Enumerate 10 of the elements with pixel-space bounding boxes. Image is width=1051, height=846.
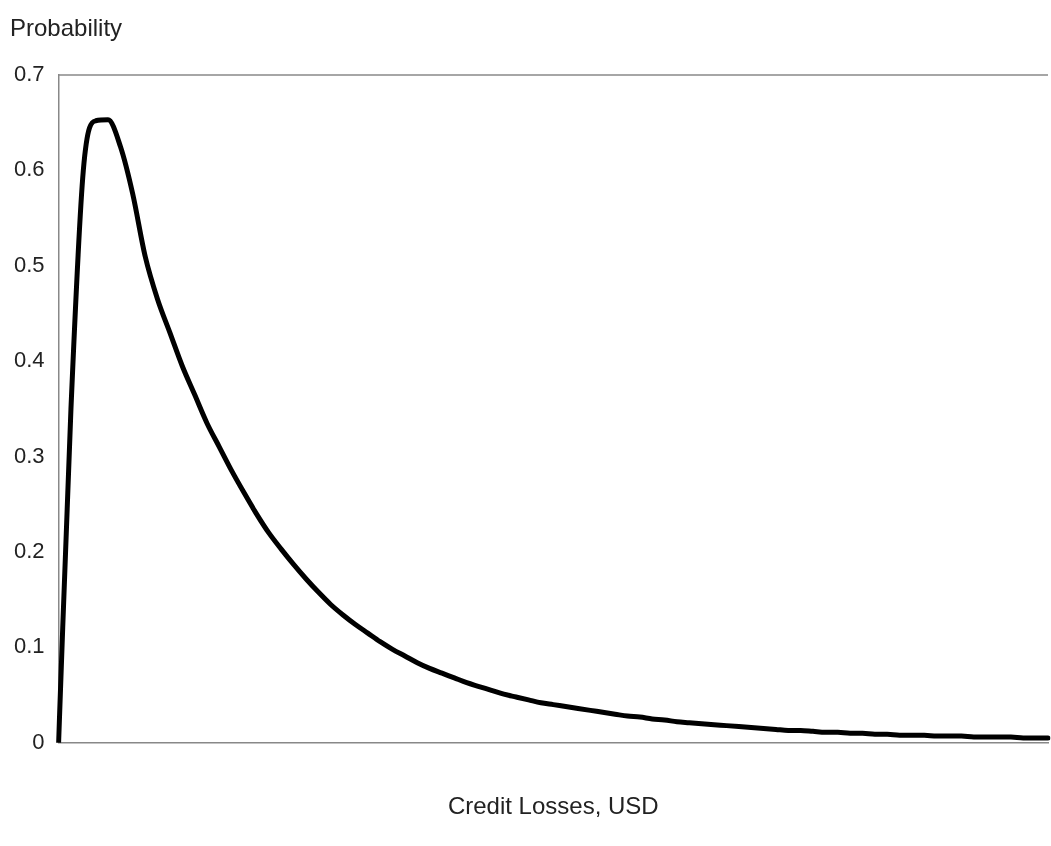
y-tick-label: 0.7: [13, 61, 45, 87]
y-tick-label: 0.4: [13, 347, 45, 373]
y-tick-label: 0.1: [13, 633, 45, 659]
y-tick-label: 0.6: [13, 156, 45, 182]
x-axis-title: Credit Losses, USD: [447, 792, 659, 820]
y-tick-label: 0.3: [13, 442, 45, 468]
y-tick-label: 0.5: [13, 251, 45, 277]
y-tick-label: 0: [32, 728, 45, 754]
y-axis-title: Probability: [10, 14, 123, 42]
y-tick-label: 0.2: [13, 538, 45, 564]
